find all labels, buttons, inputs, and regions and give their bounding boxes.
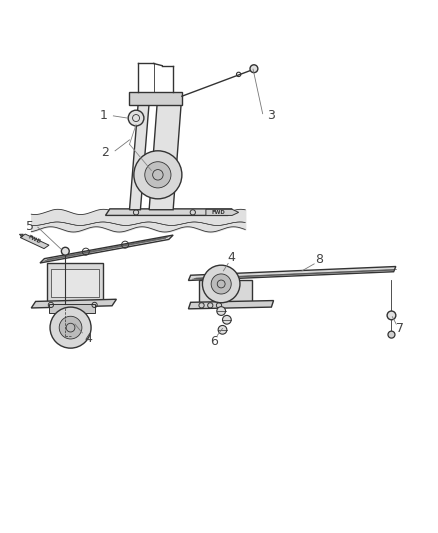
Polygon shape [46, 263, 103, 304]
Text: 2: 2 [102, 147, 110, 159]
Text: 4: 4 [84, 332, 92, 345]
Text: 6: 6 [210, 335, 218, 348]
Circle shape [217, 306, 226, 316]
Circle shape [145, 161, 171, 188]
Circle shape [59, 316, 82, 339]
Polygon shape [40, 235, 173, 263]
Circle shape [223, 316, 231, 324]
Polygon shape [130, 92, 182, 105]
Text: 3: 3 [268, 109, 276, 123]
Circle shape [218, 326, 227, 334]
Polygon shape [20, 234, 49, 248]
Circle shape [211, 274, 231, 294]
Circle shape [128, 110, 144, 126]
Polygon shape [199, 280, 252, 306]
Polygon shape [188, 301, 274, 309]
Circle shape [50, 307, 91, 348]
Polygon shape [130, 103, 149, 210]
Circle shape [250, 65, 258, 72]
Text: 1: 1 [99, 109, 107, 123]
Polygon shape [49, 304, 95, 313]
Circle shape [61, 247, 69, 255]
Circle shape [202, 265, 240, 303]
Polygon shape [19, 234, 23, 237]
Polygon shape [188, 266, 396, 280]
Text: FWD: FWD [211, 210, 225, 215]
Polygon shape [106, 209, 232, 215]
Polygon shape [31, 299, 117, 308]
Text: 4: 4 [227, 251, 235, 264]
Text: 7: 7 [396, 322, 404, 335]
Circle shape [134, 151, 182, 199]
Text: 5: 5 [26, 220, 35, 233]
Circle shape [387, 311, 396, 320]
Polygon shape [51, 269, 99, 297]
Text: FWD: FWD [28, 235, 42, 245]
Text: 8: 8 [315, 253, 323, 265]
Circle shape [388, 331, 395, 338]
Polygon shape [149, 94, 182, 210]
Polygon shape [206, 209, 239, 215]
